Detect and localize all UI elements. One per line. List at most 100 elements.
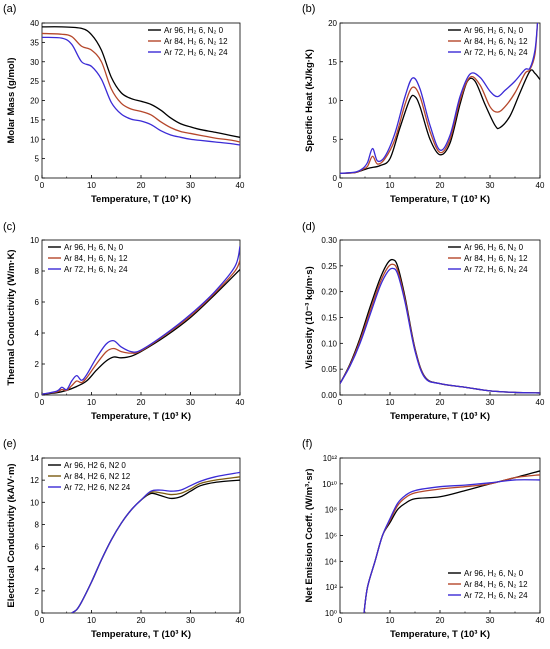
legend: Ar 96, H₂ 6, N₂ 0 Ar 84, H₂ 6, N₂ 12 Ar 72… (148, 26, 228, 57)
legend-entry-2: Ar 84, H₂ 6, N₂ 12 (164, 37, 228, 46)
y-tick-label: 10 (30, 135, 39, 144)
x-tick-label: 30 (186, 181, 195, 190)
panel-c: (c) 0 10 20 30 40 0 2 4 6 8 10 Temperature, T (10³ K… (3, 221, 245, 422)
series-line-3 (42, 36, 240, 146)
legend-entry-1: Ar 96, H₂ 6, N₂ 0 (164, 26, 224, 35)
legend-entry-2: Ar 84, H₂ 6, N₂ 12 (464, 254, 528, 263)
y-tick-label: 10 (30, 498, 39, 507)
plot-frame (41, 22, 241, 179)
x-tick-label: 0 (40, 616, 45, 625)
y-tick-label: 10⁰ (325, 609, 337, 618)
legend-entry-1: Ar 96, H₂ 6, N₂ 0 (464, 26, 524, 35)
legend: Ar 96, H₂ 6, N₂ 0 Ar 84, H₂ 6, N₂ 12 Ar 72… (448, 569, 528, 600)
panel-label-d: (d) (302, 221, 315, 233)
y-tick-label: 5 (35, 155, 40, 164)
legend-entry-2: Ar 84, H2 6, N2 12 (64, 472, 131, 481)
y-tick-label: 4 (35, 565, 40, 574)
x-tick-label: 30 (486, 616, 495, 625)
legend-entry-3: Ar 72, H₂ 6, N₂ 24 (464, 591, 528, 600)
series-line-3 (71, 471, 240, 613)
x-tick-label: 0 (40, 181, 45, 190)
series-line-1 (340, 258, 540, 394)
series-line-1 (42, 268, 240, 395)
legend-entry-1: Ar 96, H2 6, N2 0 (64, 461, 126, 470)
legend: Ar 96, H₂ 6, N₂ 0 Ar 84, H₂ 6, N₂ 12 Ar 72… (48, 243, 128, 274)
x-tick-label: 10 (386, 398, 395, 407)
plot-frame (41, 239, 241, 396)
legend: Ar 96, H₂ 6, N₂ 0 Ar 84, H₂ 6, N₂ 12 Ar 72… (448, 26, 528, 57)
legend-entry-3: Ar 72, H2 6, N2 24 (64, 483, 131, 492)
panel-label-c: (c) (3, 221, 16, 233)
y-tick-label: 0 (35, 609, 40, 618)
x-axis-title: Temperature, T (10³ K) (390, 194, 490, 205)
series-line-2 (340, 23, 539, 174)
x-tick-label: 10 (87, 398, 96, 407)
panel-d: (d) 0 10 20 30 40 0.00 0.05 0.10 0.15 0.20 0.25 0.30… (302, 221, 545, 422)
series-line-2 (340, 263, 540, 394)
legend-entry-3: Ar 72, H₂ 6, N₂ 24 (464, 265, 528, 274)
y-axis-title: Specific Heat (kJ/kg·K) (304, 49, 315, 152)
y-axis-title: Net Emission Coeff. (W/m³·sr) (304, 468, 315, 602)
y-tick-label: 15 (328, 58, 337, 67)
series-line-2 (42, 259, 240, 395)
panel-label-a: (a) (3, 3, 16, 15)
panel-b: (b) 0 10 20 30 40 0 5 10 15 20 Temperature, T (10³ … (302, 3, 545, 205)
legend: Ar 96, H₂ 6, N₂ 0 Ar 84, H₂ 6, N₂ 12 Ar 72… (448, 243, 528, 274)
y-tick-label: 8 (35, 520, 40, 529)
y-tick-label: 20 (328, 19, 337, 28)
panel-label-f: (f) (302, 438, 312, 450)
x-tick-label: 40 (236, 181, 245, 190)
y-axis-title: Electrical Conductivity (kA/V·m) (6, 463, 17, 607)
x-tick-label: 30 (186, 398, 195, 407)
y-tick-label: 10¹⁰ (322, 480, 337, 489)
y-tick-label: 6 (35, 298, 40, 307)
y-tick-label: 30 (30, 58, 39, 67)
y-tick-label: 5 (333, 135, 338, 144)
x-tick-label: 20 (137, 398, 146, 407)
y-tick-label: 0.10 (321, 339, 337, 348)
x-tick-label: 20 (436, 616, 445, 625)
x-axis-title: Temperature, T (10³ K) (91, 411, 191, 422)
y-tick-label: 10 (328, 97, 337, 106)
x-tick-label: 20 (137, 616, 146, 625)
panel-a: (a) 0 10 20 30 40 0 5 10 15 20 25 30 35 40 Temperature,… (3, 3, 245, 205)
y-tick-label: 0.15 (321, 314, 337, 323)
x-tick-label: 40 (536, 181, 545, 190)
y-tick-label: 10⁸ (325, 506, 337, 515)
legend-entry-2: Ar 84, H₂ 6, N₂ 12 (64, 254, 128, 263)
x-tick-label: 30 (486, 398, 495, 407)
x-axis-title: Temperature, T (10³ K) (91, 194, 191, 205)
panel-e: (e) 0 10 20 30 40 0 2 4 6 8 10 12 14 Temperature, T (1… (3, 438, 245, 640)
y-tick-label: 40 (30, 19, 39, 28)
y-tick-label: 25 (30, 77, 39, 86)
y-tick-label: 0 (35, 391, 40, 400)
y-tick-label: 6 (35, 543, 40, 552)
y-tick-label: 20 (30, 97, 39, 106)
series-line-1 (340, 69, 540, 174)
x-axis-title: Temperature, T (10³ K) (390, 411, 490, 422)
legend-entry-1: Ar 96, H₂ 6, N₂ 0 (464, 243, 524, 252)
x-tick-label: 10 (386, 181, 395, 190)
series-line-2 (71, 476, 240, 613)
y-tick-label: 10 (30, 236, 39, 245)
legend-entry-3: Ar 72, H₂ 6, N₂ 24 (464, 48, 528, 57)
x-tick-label: 40 (236, 398, 245, 407)
y-tick-label: 0 (35, 174, 40, 183)
x-tick-label: 0 (338, 398, 343, 407)
y-tick-label: 10⁶ (325, 532, 337, 541)
y-tick-label: 0.30 (321, 236, 337, 245)
series-line-3 (340, 267, 540, 394)
x-tick-label: 30 (486, 181, 495, 190)
plot-frame (339, 239, 541, 396)
series-line-3 (340, 23, 539, 174)
x-tick-label: 0 (40, 398, 45, 407)
y-tick-label: 10² (325, 583, 337, 592)
y-tick-label: 10⁴ (325, 557, 338, 566)
x-axis-title: Temperature, T (10³ K) (91, 629, 191, 640)
x-axis-title: Temperature, T (10³ K) (390, 629, 490, 640)
y-axis-title: Viscosity (10⁻³ kg/m·s) (304, 266, 315, 369)
legend-entry-3: Ar 72, H₂ 6, N₂ 24 (64, 265, 128, 274)
plot-frame (339, 457, 541, 614)
legend-entry-2: Ar 84, H₂ 6, N₂ 12 (464, 37, 528, 46)
